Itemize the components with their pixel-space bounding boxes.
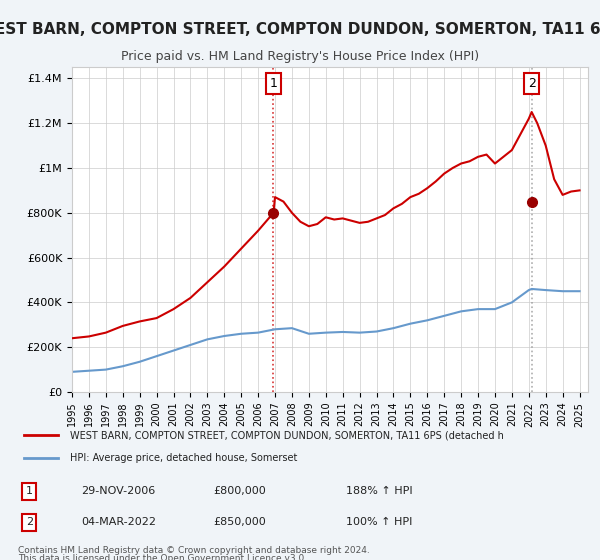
Text: 2: 2 [528,77,536,90]
Text: WEST BARN, COMPTON STREET, COMPTON DUNDON, SOMERTON, TA11 6PS (detached h: WEST BARN, COMPTON STREET, COMPTON DUNDO… [70,431,503,440]
Text: HPI: Average price, detached house, Somerset: HPI: Average price, detached house, Some… [70,453,297,463]
Text: 188% ↑ HPI: 188% ↑ HPI [346,487,413,496]
Text: 1: 1 [26,487,33,496]
Text: This data is licensed under the Open Government Licence v3.0.: This data is licensed under the Open Gov… [18,554,307,560]
Text: Contains HM Land Registry data © Crown copyright and database right 2024.: Contains HM Land Registry data © Crown c… [18,546,370,555]
Text: 2: 2 [26,517,33,527]
Text: 100% ↑ HPI: 100% ↑ HPI [346,517,412,527]
Text: Price paid vs. HM Land Registry's House Price Index (HPI): Price paid vs. HM Land Registry's House … [121,50,479,63]
Text: 04-MAR-2022: 04-MAR-2022 [81,517,156,527]
Text: 29-NOV-2006: 29-NOV-2006 [81,487,155,496]
Text: £850,000: £850,000 [214,517,266,527]
Text: WEST BARN, COMPTON STREET, COMPTON DUNDON, SOMERTON, TA11 6PS: WEST BARN, COMPTON STREET, COMPTON DUNDO… [0,22,600,38]
Text: 1: 1 [269,77,277,90]
Text: £800,000: £800,000 [214,487,266,496]
